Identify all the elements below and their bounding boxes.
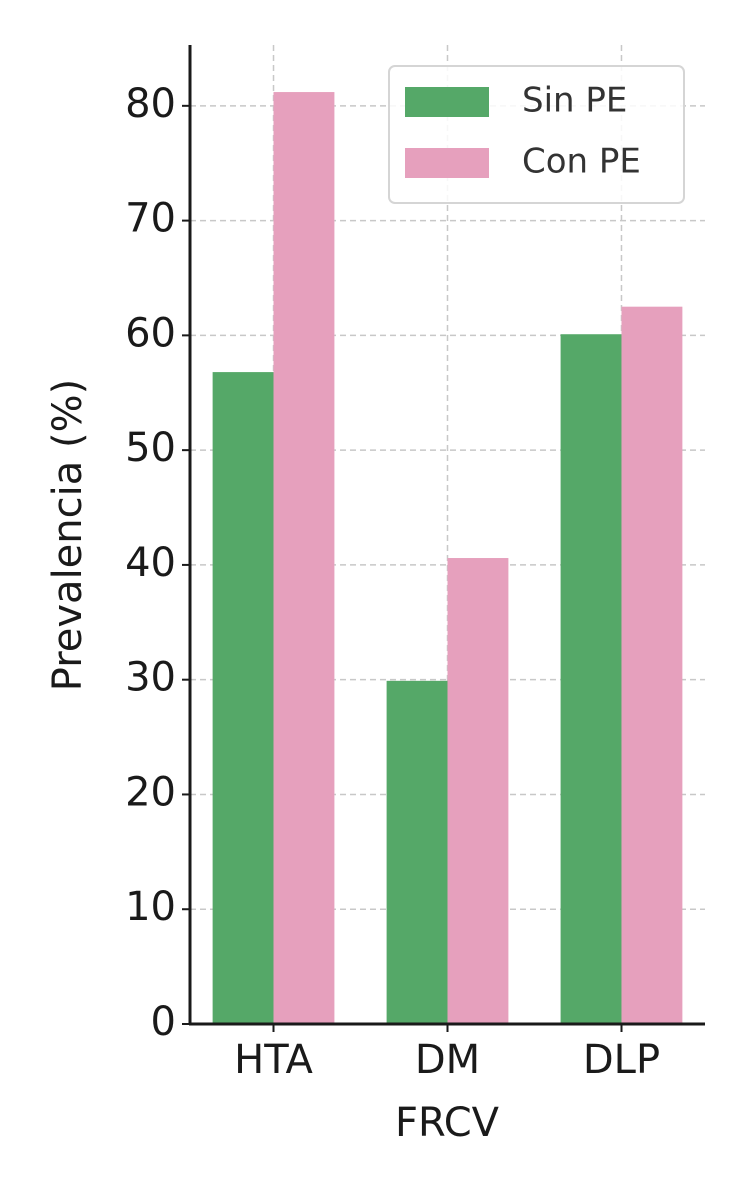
legend-swatch — [405, 87, 489, 117]
axes: 0 10 20 30 40 50 60 70 80 HTA DM DLP — [125, 45, 705, 1083]
y-tick-label: 40 — [125, 540, 176, 586]
y-tick-label: 0 — [151, 999, 176, 1045]
bar — [386, 680, 448, 1024]
y-tick-label: 10 — [125, 884, 176, 930]
legend-swatch — [405, 148, 489, 178]
x-axis-label: FRCV — [395, 1100, 500, 1146]
bar — [560, 334, 622, 1025]
y-tick-label: 30 — [125, 655, 176, 701]
y-tick-label: 60 — [125, 310, 176, 356]
bar — [212, 372, 274, 1024]
y-tick-label: 70 — [125, 196, 176, 242]
y-tick-label: 20 — [125, 769, 176, 815]
x-tick-label: DM — [415, 1037, 480, 1083]
y-tick-label: 80 — [125, 81, 176, 127]
bar — [621, 306, 683, 1024]
legend: Sin PE Con PE — [388, 65, 685, 204]
y-tick-label: 50 — [125, 425, 176, 471]
bar — [273, 92, 335, 1024]
y-axis-label: Prevalencia (%) — [45, 379, 91, 691]
bar — [447, 558, 509, 1024]
legend-label: Sin PE — [522, 81, 627, 121]
bars — [212, 92, 683, 1025]
legend-label: Con PE — [522, 142, 641, 182]
x-tick-label: DLP — [583, 1037, 660, 1083]
x-tick-label: HTA — [234, 1037, 313, 1083]
